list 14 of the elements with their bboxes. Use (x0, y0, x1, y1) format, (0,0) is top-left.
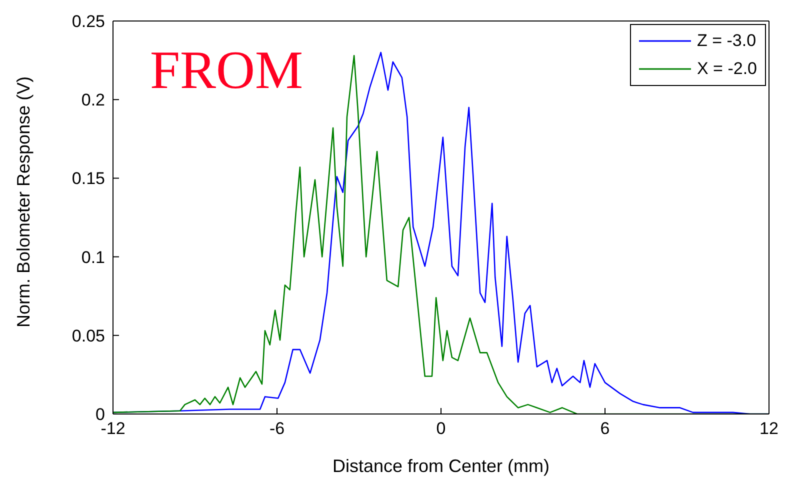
x-tick-label: 0 (436, 419, 446, 438)
y-tick-label: 0.15 (72, 169, 105, 188)
x-tick-label: 12 (760, 419, 778, 438)
x-tick-label: -6 (269, 419, 285, 438)
y-tick-label: 0.25 (72, 12, 105, 32)
y-tick-label: 0.1 (81, 248, 105, 267)
legend-label: X = -2.0 (696, 58, 757, 80)
y-tick-label: 0.05 (72, 326, 105, 346)
x-axis-title: Distance from Center (mm) (332, 456, 550, 476)
y-axis-title: Norm. Bolometer Response (V) (13, 76, 34, 328)
legend-label: Z = -3.0 (696, 30, 756, 52)
annotation: FROM (150, 40, 304, 100)
x-tick-label: 6 (600, 419, 610, 438)
y-tick-label: 0.2 (81, 90, 105, 110)
